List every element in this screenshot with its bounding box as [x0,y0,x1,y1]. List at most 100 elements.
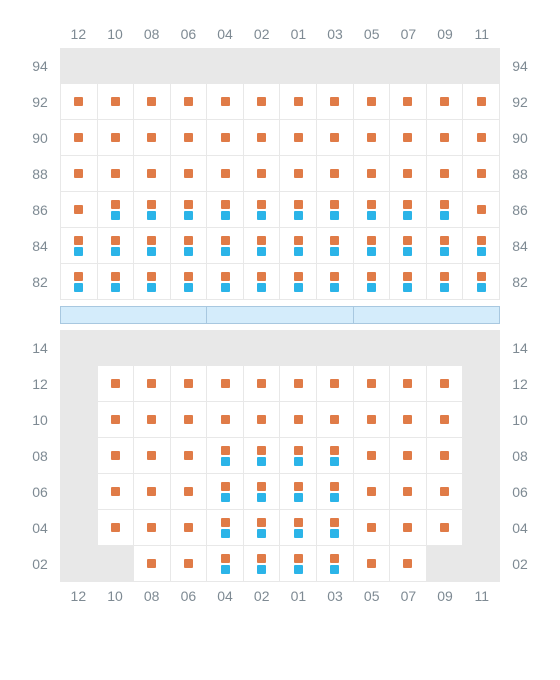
slot-cell[interactable] [317,156,354,192]
slot-cell[interactable] [98,192,135,228]
slot-cell[interactable] [280,120,317,156]
slot-cell[interactable] [354,474,391,510]
slot-cell[interactable] [463,438,500,474]
slot-cell[interactable] [171,438,208,474]
slot-cell[interactable] [317,84,354,120]
slot-cell[interactable] [354,546,391,582]
slot-cell[interactable] [280,402,317,438]
slot-cell[interactable] [207,402,244,438]
slot-cell[interactable] [171,228,208,264]
slot-cell[interactable] [427,264,464,300]
slot-cell[interactable] [463,264,500,300]
slot-cell[interactable] [390,366,427,402]
slot-cell[interactable] [244,546,281,582]
slot-cell[interactable] [317,438,354,474]
slot-cell[interactable] [354,264,391,300]
slot-cell[interactable] [171,120,208,156]
slot-cell[interactable] [134,546,171,582]
slot-cell[interactable] [244,84,281,120]
slot-cell[interactable] [98,156,135,192]
slot-cell[interactable] [317,510,354,546]
slot-cell[interactable] [427,48,464,84]
slot-cell[interactable] [134,402,171,438]
slot-cell[interactable] [354,192,391,228]
slot-cell[interactable] [317,474,354,510]
slot-cell[interactable] [60,228,98,264]
slot-cell[interactable] [390,228,427,264]
slot-cell[interactable] [98,120,135,156]
slot-cell[interactable] [280,48,317,84]
slot-cell[interactable] [317,264,354,300]
slot-cell[interactable] [60,192,98,228]
slot-cell[interactable] [280,228,317,264]
slot-cell[interactable] [317,402,354,438]
slot-cell[interactable] [207,228,244,264]
slot-cell[interactable] [134,264,171,300]
slot-cell[interactable] [207,84,244,120]
slot-cell[interactable] [60,48,98,84]
slot-cell[interactable] [427,402,464,438]
slot-cell[interactable] [207,510,244,546]
slot-cell[interactable] [427,546,464,582]
slot-cell[interactable] [390,330,427,366]
slot-cell[interactable] [317,366,354,402]
slot-cell[interactable] [207,366,244,402]
slot-cell[interactable] [390,510,427,546]
slot-cell[interactable] [390,120,427,156]
slot-cell[interactable] [427,510,464,546]
slot-cell[interactable] [244,474,281,510]
slot-cell[interactable] [60,156,98,192]
slot-cell[interactable] [463,402,500,438]
slot-cell[interactable] [207,120,244,156]
slot-cell[interactable] [463,510,500,546]
slot-cell[interactable] [354,228,391,264]
slot-cell[interactable] [98,366,135,402]
slot-cell[interactable] [244,438,281,474]
slot-cell[interactable] [60,402,98,438]
slot-cell[interactable] [354,366,391,402]
slot-cell[interactable] [317,546,354,582]
slot-cell[interactable] [280,474,317,510]
slot-cell[interactable] [390,84,427,120]
slot-cell[interactable] [98,438,135,474]
slot-cell[interactable] [244,366,281,402]
slot-cell[interactable] [463,474,500,510]
slot-cell[interactable] [427,438,464,474]
slot-cell[interactable] [427,228,464,264]
slot-cell[interactable] [280,192,317,228]
slot-cell[interactable] [463,366,500,402]
slot-cell[interactable] [317,192,354,228]
slot-cell[interactable] [134,48,171,84]
slot-cell[interactable] [244,192,281,228]
slot-cell[interactable] [280,366,317,402]
slot-cell[interactable] [463,546,500,582]
slot-cell[interactable] [171,156,208,192]
slot-cell[interactable] [60,330,98,366]
slot-cell[interactable] [98,84,135,120]
slot-cell[interactable] [317,330,354,366]
slot-cell[interactable] [60,474,98,510]
slot-cell[interactable] [427,330,464,366]
slot-cell[interactable] [171,264,208,300]
slot-cell[interactable] [463,156,500,192]
slot-cell[interactable] [280,546,317,582]
slot-cell[interactable] [390,402,427,438]
slot-cell[interactable] [244,510,281,546]
slot-cell[interactable] [463,120,500,156]
slot-cell[interactable] [171,402,208,438]
slot-cell[interactable] [390,474,427,510]
slot-cell[interactable] [98,546,135,582]
slot-cell[interactable] [171,330,208,366]
slot-cell[interactable] [390,156,427,192]
slot-cell[interactable] [463,330,500,366]
slot-cell[interactable] [207,192,244,228]
slot-cell[interactable] [98,510,135,546]
slot-cell[interactable] [427,366,464,402]
slot-cell[interactable] [427,84,464,120]
slot-cell[interactable] [207,474,244,510]
slot-cell[interactable] [134,192,171,228]
slot-cell[interactable] [98,264,135,300]
slot-cell[interactable] [171,546,208,582]
slot-cell[interactable] [244,120,281,156]
slot-cell[interactable] [98,474,135,510]
